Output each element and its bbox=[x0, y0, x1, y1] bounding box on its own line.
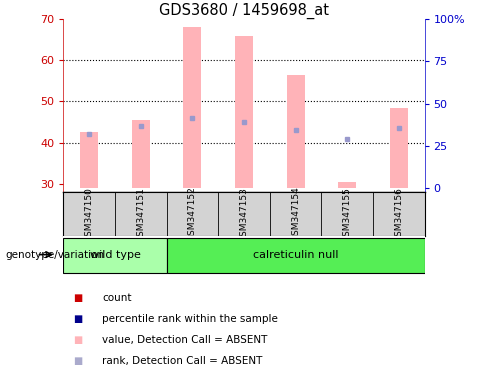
Text: ■: ■ bbox=[73, 335, 82, 345]
Text: count: count bbox=[102, 293, 132, 303]
Text: GSM347151: GSM347151 bbox=[136, 187, 145, 242]
Text: genotype/variation: genotype/variation bbox=[5, 250, 104, 260]
Text: GSM347153: GSM347153 bbox=[240, 187, 248, 242]
Text: GSM347150: GSM347150 bbox=[85, 187, 94, 242]
Bar bbox=[166, 238, 425, 273]
Text: wild type: wild type bbox=[90, 250, 141, 260]
Bar bbox=[390, 108, 408, 188]
Text: ■: ■ bbox=[73, 314, 82, 324]
Bar bbox=[338, 182, 356, 188]
Text: ■: ■ bbox=[73, 356, 82, 366]
Bar bbox=[132, 120, 150, 188]
Title: GDS3680 / 1459698_at: GDS3680 / 1459698_at bbox=[159, 3, 329, 19]
Text: GSM347154: GSM347154 bbox=[291, 187, 300, 242]
Text: GSM347156: GSM347156 bbox=[394, 187, 403, 242]
Text: rank, Detection Call = ABSENT: rank, Detection Call = ABSENT bbox=[102, 356, 263, 366]
Text: ■: ■ bbox=[73, 293, 82, 303]
Bar bbox=[80, 132, 98, 188]
Text: value, Detection Call = ABSENT: value, Detection Call = ABSENT bbox=[102, 335, 268, 345]
Bar bbox=[235, 36, 253, 188]
Text: GSM347155: GSM347155 bbox=[343, 187, 352, 242]
Text: GSM347152: GSM347152 bbox=[188, 187, 197, 242]
Bar bbox=[286, 75, 305, 188]
Bar bbox=[183, 27, 202, 188]
Text: percentile rank within the sample: percentile rank within the sample bbox=[102, 314, 278, 324]
Text: calreticulin null: calreticulin null bbox=[253, 250, 338, 260]
Bar bbox=[63, 238, 166, 273]
